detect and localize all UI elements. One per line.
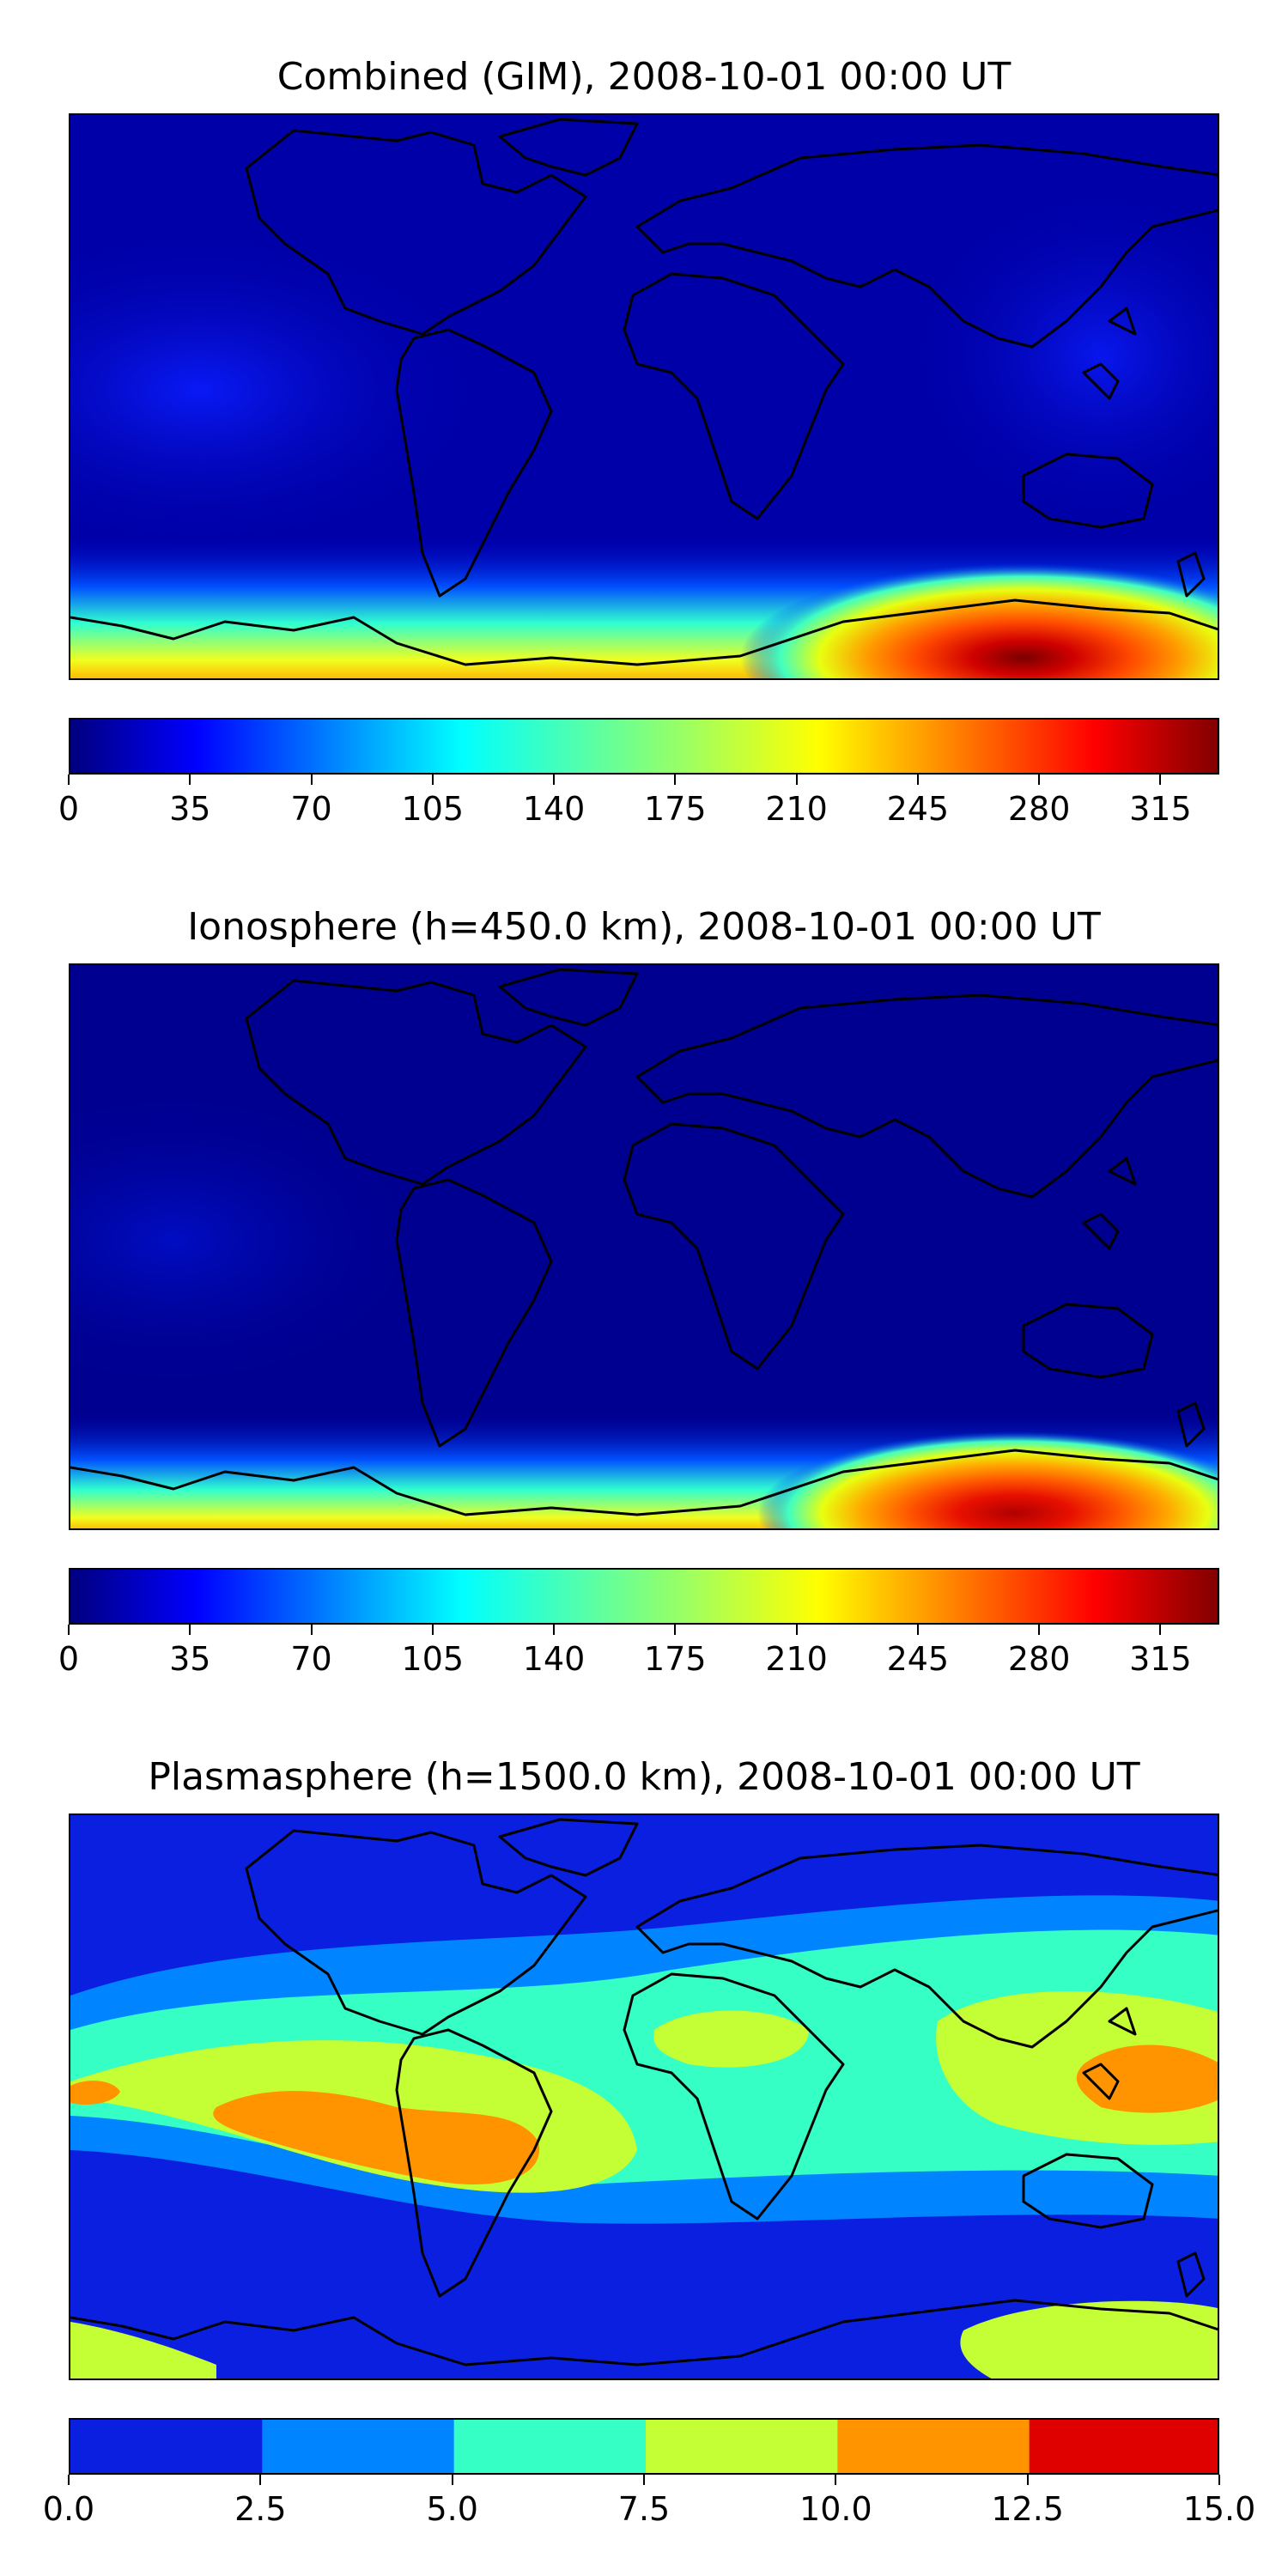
panel-2-map — [69, 963, 1219, 1530]
panel-1-map — [69, 113, 1219, 680]
colorbar-tick-mark — [1038, 1625, 1041, 1635]
colorbar-tick-mark — [451, 2475, 453, 2485]
colorbar-tick-mark — [189, 1625, 191, 1635]
colorbar-tick-label: 280 — [1007, 790, 1071, 828]
panel-2-coastline — [70, 968, 1218, 1516]
panel-3-map — [69, 1814, 1219, 2380]
colorbar-tick-label: 245 — [886, 790, 950, 828]
colorbar-tick-mark — [674, 775, 677, 785]
colorbar-tick-label: 315 — [1129, 1640, 1192, 1678]
panel-3-colorbar — [69, 2418, 1219, 2475]
colorbar-tick-mark — [1159, 1625, 1162, 1635]
colorbar-tick-mark — [259, 2475, 262, 2485]
panel-3-colorbar-steps — [70, 2420, 1218, 2473]
colorbar-tick-mark — [68, 1625, 70, 1635]
colorbar-tick-label: 175 — [644, 790, 707, 828]
panel-1-colorbar-gradient — [70, 720, 1218, 773]
colorbar-tick-label: 210 — [765, 1640, 828, 1678]
panel-1-colorbar-ticks: 0 35 70 105 140 175 210 245 280 315 — [58, 775, 1219, 828]
colorbar-tick-mark — [310, 1625, 313, 1635]
level-7.5-10-region-4 — [960, 2300, 1218, 2379]
colorbar-tick-label: 210 — [765, 790, 828, 828]
colorbar-tick-mark — [553, 1625, 556, 1635]
panel-2-map-canvas — [70, 965, 1218, 1528]
colorbar-tick-mark — [431, 775, 434, 785]
panel-1-title: Combined (GIM), 2008-10-01 00:00 UT — [276, 55, 1012, 99]
level-10-12.5-region-1 — [213, 2091, 540, 2184]
panel-3-coastline — [70, 1818, 1218, 2366]
colorbar-tick-label: 0 — [58, 790, 80, 828]
colorbar-tick-label: 15.0 — [1182, 2490, 1256, 2528]
colorbar-tick-mark — [189, 775, 191, 785]
panel-1-coastline — [70, 118, 1218, 666]
colorbar-tick-mark — [674, 1625, 677, 1635]
colorbar-tick-label: 70 — [290, 790, 332, 828]
colorbar-tick-label: 315 — [1129, 790, 1192, 828]
panel-2-colorbar-gradient — [70, 1570, 1218, 1623]
colorbar-level-3 — [646, 2420, 838, 2473]
colorbar-tick-mark — [916, 775, 919, 785]
colorbar-tick-label: 0.0 — [42, 2490, 95, 2528]
panel-1-colorbar — [69, 718, 1219, 775]
colorbar-tick-label: 140 — [522, 1640, 586, 1678]
panel-1-map-canvas — [70, 115, 1218, 678]
colorbar-tick-mark — [68, 2475, 70, 2485]
colorbar-tick-mark — [1026, 2475, 1029, 2485]
colorbar-tick-label: 35 — [169, 1640, 211, 1678]
colorbar-tick-mark — [643, 2475, 645, 2485]
colorbar-tick-label: 10.0 — [799, 2490, 872, 2528]
colorbar-tick-mark — [1038, 775, 1041, 785]
colorbar-tick-label: 280 — [1007, 1640, 1071, 1678]
colorbar-tick-label: 7.5 — [617, 2490, 671, 2528]
colorbar-tick-mark — [553, 775, 556, 785]
colorbar-tick-label: 140 — [522, 790, 586, 828]
panel-2-colorbar-ticks: 0 35 70 105 140 175 210 245 280 315 — [58, 1625, 1219, 1678]
colorbar-tick-label: 105 — [401, 1640, 465, 1678]
colorbar-tick-mark — [1218, 2475, 1220, 2485]
colorbar-tick-mark — [68, 775, 70, 785]
colorbar-level-0 — [70, 2420, 263, 2473]
colorbar-level-4 — [837, 2420, 1030, 2473]
colorbar-tick-label: 12.5 — [991, 2490, 1064, 2528]
colorbar-tick-mark — [916, 1625, 919, 1635]
colorbar-level-5 — [1029, 2420, 1218, 2473]
panel-3-title: Plasmasphere (h=1500.0 km), 2008-10-01 0… — [148, 1755, 1140, 1799]
level-10-12.5-region-3 — [70, 2081, 120, 2105]
colorbar-tick-label: 245 — [886, 1640, 950, 1678]
colorbar-tick-mark — [795, 1625, 798, 1635]
panel-2-colorbar — [69, 1568, 1219, 1625]
colorbar-tick-label: 35 — [169, 790, 211, 828]
colorbar-tick-mark — [1159, 775, 1162, 785]
colorbar-level-1 — [262, 2420, 455, 2473]
colorbar-tick-label: 0 — [58, 1640, 80, 1678]
colorbar-tick-mark — [795, 775, 798, 785]
colorbar-tick-label: 175 — [644, 1640, 707, 1678]
colorbar-tick-mark — [431, 1625, 434, 1635]
colorbar-tick-label: 5.0 — [426, 2490, 478, 2528]
colorbar-tick-mark — [835, 2475, 837, 2485]
colorbar-tick-label: 105 — [401, 790, 465, 828]
panel-3-colorbar-ticks: 0.0 2.5 5.0 7.5 10.0 12.5 15.0 — [43, 2475, 1255, 2528]
level-7.5-10-region-5 — [70, 2322, 216, 2379]
level-7.5-10-region-2 — [653, 2010, 809, 2068]
panel-2-title: Ionosphere (h=450.0 km), 2008-10-01 00:0… — [187, 905, 1101, 949]
colorbar-tick-label: 70 — [290, 1640, 332, 1678]
panel-3-map-canvas — [70, 1815, 1218, 2379]
colorbar-level-2 — [453, 2420, 647, 2473]
colorbar-tick-mark — [310, 775, 313, 785]
colorbar-tick-label: 2.5 — [234, 2490, 287, 2528]
